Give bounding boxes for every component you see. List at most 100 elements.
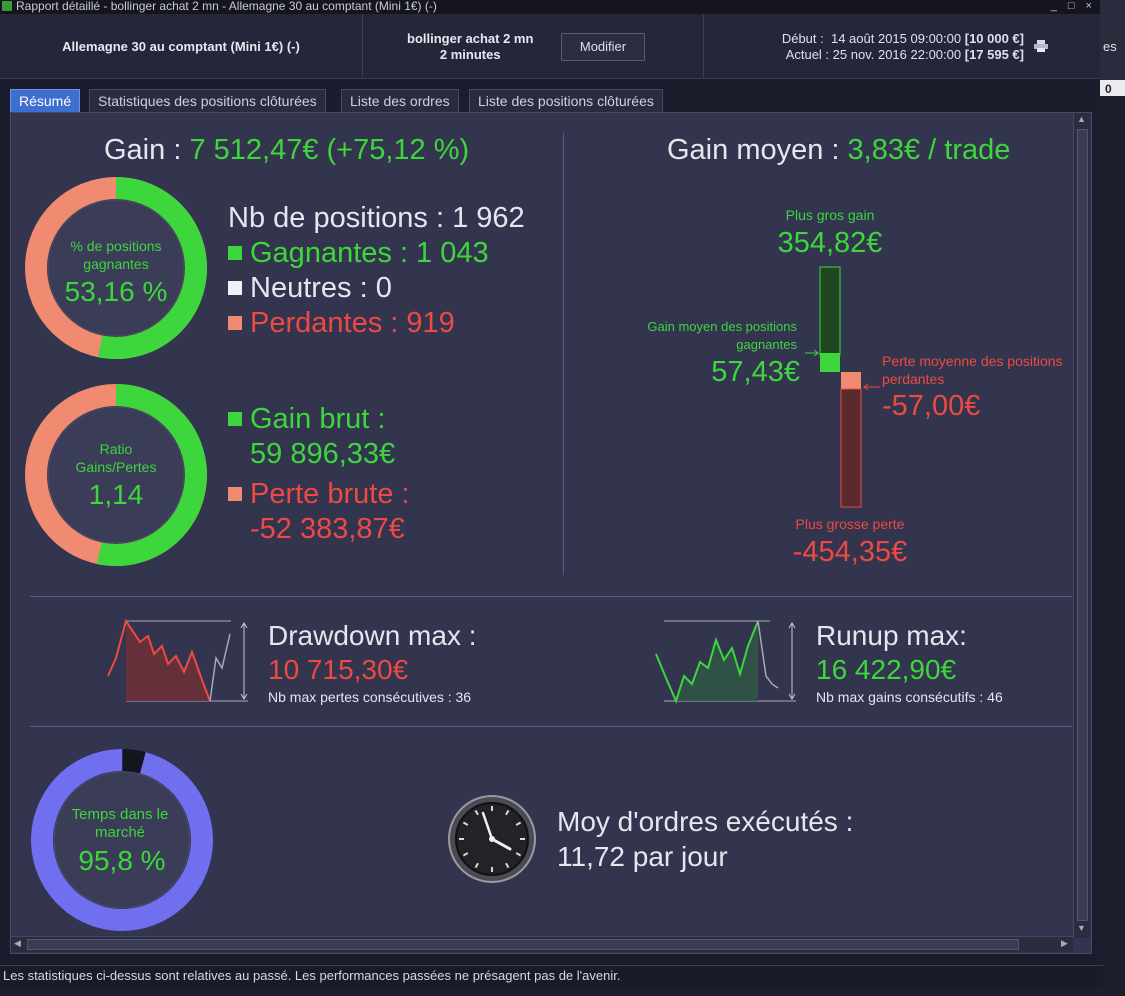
strategy-name: bollinger achat 2 mn	[407, 31, 534, 46]
ratio-donut	[25, 384, 207, 566]
scroll-right-icon[interactable]: ▶	[1061, 938, 1068, 948]
avg-loss-label: Perte moyenne des positions perdantes	[882, 353, 1063, 387]
losers-count: Perdantes : 919	[250, 307, 455, 339]
green-legend-icon	[228, 246, 242, 260]
biggest-loss-label: Plus grosse perte	[795, 516, 905, 532]
strip-text: es	[1103, 39, 1117, 54]
winners-row: Gagnantes : 1 043	[228, 237, 489, 270]
background-window-strip: es 0	[1100, 0, 1125, 996]
biggest-loss-value: -454,35€	[792, 536, 908, 568]
horizontal-scrollbar[interactable]: ◀ ▶	[11, 936, 1073, 952]
start-date: 14 août 2015 09:00:00	[830, 31, 962, 46]
avg-win-value: 57,43€	[711, 356, 800, 388]
positions-count: Nb de positions : 1 962	[228, 202, 525, 234]
strategy-period: 2 minutes	[439, 47, 501, 62]
scroll-left-icon[interactable]: ◀	[14, 938, 21, 948]
printer-icon[interactable]	[1034, 40, 1048, 52]
avg-gain-label: Gain moyen :	[667, 134, 840, 166]
window-title-bar: Rapport détaillé - bollinger achat 2 mn …	[0, 0, 1100, 14]
status-bar: Les statistiques ci-dessus sont relative…	[0, 965, 1103, 986]
start-label: Début :	[781, 31, 824, 46]
neutral-row: Neutres : 0	[228, 272, 392, 305]
avg-win-arrow-icon	[805, 349, 819, 357]
window-controls[interactable]: _ □ ×	[1050, 0, 1096, 12]
instrument-name: Allemagne 30 au comptant (Mini 1€) (-)	[0, 14, 363, 78]
current-date: 25 nov. 2016 22:00:00	[832, 47, 962, 62]
avg-loss-marker	[841, 372, 861, 390]
orders-value: 11,72 par jour	[557, 841, 728, 872]
window-title: Rapport détaillé - bollinger achat 2 mn …	[16, 0, 437, 13]
app-icon	[2, 1, 12, 11]
win-donut-value: 53,16 %	[64, 276, 168, 307]
gross-gain-label: Gain brut :	[250, 403, 386, 435]
time-donut-value: 95,8 %	[78, 845, 166, 876]
max-consec-gains: Nb max gains consécutifs : 46	[816, 689, 1003, 705]
tab-order-list[interactable]: Liste des ordres	[341, 89, 459, 112]
drawdown-value: 10 715,30€	[268, 654, 409, 685]
gain-label: Gain :	[104, 134, 182, 166]
white-legend-icon	[228, 281, 242, 295]
loss-range-bar	[840, 388, 862, 508]
time-in-market-donut	[31, 749, 213, 931]
neutral-count: Neutres : 0	[250, 272, 392, 304]
red-legend-icon	[228, 316, 242, 330]
clock-icon	[448, 795, 536, 883]
avg-loss-value: -57,00€	[882, 390, 981, 422]
gross-gain-row: Gain brut :	[228, 403, 385, 436]
avg-gain-value: 3,83€ / trade	[847, 134, 1011, 166]
runup-sparkline-icon	[655, 620, 796, 704]
scroll-up-icon[interactable]: ▲	[1077, 114, 1086, 124]
vertical-scroll-thumb[interactable]	[1077, 129, 1088, 921]
horizontal-scroll-thumb[interactable]	[27, 939, 1019, 950]
time-donut-title: Temps dans le marché	[71, 806, 169, 841]
ratio-donut-gain-arc	[25, 384, 207, 566]
gross-loss-row: Perte brute :	[228, 478, 410, 511]
winners-count: Gagnantes : 1 043	[250, 237, 489, 269]
ratio-donut-title: Ratio Gains/Pertes	[75, 441, 157, 475]
tab-closed-positions-list[interactable]: Liste des positions clôturées	[469, 89, 663, 112]
runup-value: 16 422,90€	[816, 654, 957, 685]
strategy-cell: bollinger achat 2 mn 2 minutes Modifier	[362, 14, 704, 78]
win-donut-gain-arc	[25, 177, 207, 359]
period-cell: Début : 14 août 2015 09:00:00 [10 000 €]…	[703, 14, 1100, 78]
gain-loss-range-bar	[805, 266, 880, 508]
start-capital: [10 000 €]	[964, 31, 1024, 46]
win-donut-title: % de positions gagnantes	[70, 238, 162, 272]
tab-resume[interactable]: Résumé	[10, 89, 81, 112]
ratio-donut-value: 1,14	[88, 479, 144, 510]
gain-value: 7 512,47€ (+75,12 %)	[189, 134, 470, 166]
report-header: Allemagne 30 au comptant (Mini 1€) (-) b…	[0, 14, 1100, 79]
gross-gain-value: 59 896,33€	[250, 438, 396, 470]
horizontal-divider	[30, 596, 1072, 597]
time-donut-filled-arc	[31, 749, 213, 931]
max-consec-losses: Nb max pertes consécutives : 36	[268, 689, 472, 705]
strip-text-2: 0	[1105, 82, 1112, 96]
tab-bar: Résumé Statistiques des positions clôtur…	[0, 79, 1100, 112]
green-legend-icon	[228, 412, 242, 426]
gain-headline: Gain : 7 512,47€ (+75,12 %)	[104, 134, 469, 167]
gross-loss-label: Perte brute :	[250, 478, 410, 510]
gross-loss-value: -52 383,87€	[250, 513, 405, 545]
runup-label: Runup max:	[816, 620, 967, 651]
biggest-gain-label: Plus gros gain	[785, 207, 875, 223]
current-capital: [17 595 €]	[964, 47, 1024, 62]
modify-button[interactable]: Modifier	[561, 33, 645, 61]
avg-win-label: Gain moyen des positions gagnantes	[647, 319, 797, 352]
avg-gain-headline: Gain moyen : 3,83€ / trade	[667, 134, 1010, 167]
current-label: Actuel :	[785, 47, 830, 62]
horizontal-divider	[30, 726, 1072, 727]
orders-label: Moy d'ordres exécutés :	[557, 806, 854, 837]
biggest-gain-value: 354,82€	[777, 227, 883, 259]
red-legend-icon	[228, 487, 242, 501]
drawdown-label: Drawdown max :	[268, 620, 477, 651]
strategy-info: bollinger achat 2 mn 2 minutes	[407, 31, 533, 63]
vertical-scrollbar[interactable]: ▲ ▼	[1073, 113, 1090, 938]
date-range: Début : 14 août 2015 09:00:00 [10 000 €]…	[782, 31, 1024, 63]
drawdown-sparkline-icon	[107, 618, 248, 702]
gain-range-bar	[819, 266, 841, 356]
avg-win-marker	[820, 353, 840, 372]
avg-loss-arrow-icon	[863, 383, 880, 391]
losers-row: Perdantes : 919	[228, 307, 455, 340]
tab-closed-position-stats[interactable]: Statistiques des positions clôturées	[89, 89, 326, 112]
scroll-down-icon[interactable]: ▼	[1077, 923, 1086, 933]
